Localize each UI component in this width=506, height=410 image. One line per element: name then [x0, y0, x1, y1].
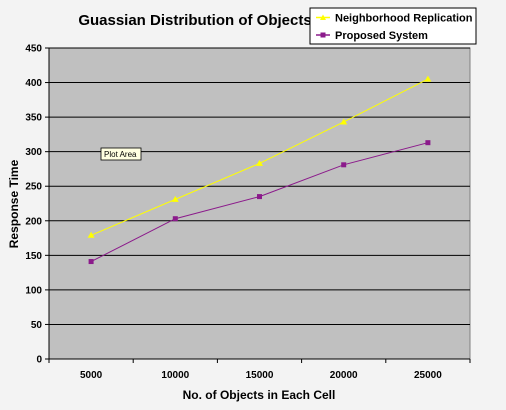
x-tick-label-10000: 10000	[161, 370, 189, 381]
chart-title: Guassian Distribution of Objects	[78, 12, 311, 29]
data-point-neighborhood-replication-25000[interactable]	[424, 75, 432, 82]
y-tick-label-100: 100	[25, 285, 42, 296]
y-tick-label-350: 350	[25, 113, 42, 124]
legend-label-neighborhood-replication: Neighborhood Replication	[335, 13, 473, 25]
x-axis-title: No. of Objects in Each Cell	[183, 388, 336, 402]
y-tick-label-400: 400	[25, 78, 42, 89]
legend-marker-neighborhood-replication	[320, 14, 326, 20]
y-tick-labels: 0 50 100 150 200 250 300 350 400 450	[25, 44, 42, 366]
data-point-neighborhood-replication-20000[interactable]	[340, 118, 348, 125]
x-tick-label-20000: 20000	[330, 370, 358, 381]
data-point-proposed-system-15000[interactable]	[257, 194, 262, 200]
y-tick-label-300: 300	[25, 147, 42, 158]
y-tick-label-450: 450	[25, 44, 42, 55]
data-point-neighborhood-replication-15000[interactable]	[256, 159, 263, 166]
tooltip-box	[100, 147, 142, 161]
x-tick-label-5000: 5000	[80, 370, 103, 381]
y-axis-title: Response Time	[7, 159, 21, 248]
gridlines	[45, 47, 471, 363]
plot-area-tooltip: Plot Area	[100, 147, 142, 161]
x-tick-labels: 5000 10000 15000 20000 25000	[80, 370, 442, 381]
data-point-proposed-system-5000[interactable]	[88, 259, 94, 265]
data-point-proposed-system-25000[interactable]	[425, 140, 431, 146]
data-point-proposed-system-20000[interactable]	[341, 162, 347, 168]
data-point-neighborhood-replication-5000[interactable]	[87, 231, 95, 238]
x-tick-label-15000: 15000	[246, 370, 274, 381]
legend-label-proposed-system: Proposed System	[335, 30, 428, 42]
tooltip-label: Plot Area	[104, 150, 137, 159]
legend[interactable]: Neighborhood Replication Proposed System	[309, 7, 477, 45]
x-tick-label-25000: 25000	[414, 370, 442, 381]
series-layer	[87, 75, 432, 265]
plot-area[interactable]	[48, 47, 471, 360]
legend-box	[309, 7, 477, 45]
data-point-proposed-system-10000[interactable]	[172, 216, 178, 222]
y-tick-label-150: 150	[25, 251, 42, 262]
data-point-neighborhood-replication-10000[interactable]	[171, 195, 179, 202]
y-tick-label-0: 0	[36, 355, 42, 366]
y-tick-label-50: 50	[31, 320, 43, 331]
y-tick-label-200: 200	[25, 216, 42, 227]
legend-marker-proposed-system	[320, 32, 326, 38]
y-tick-label-250: 250	[25, 182, 42, 193]
